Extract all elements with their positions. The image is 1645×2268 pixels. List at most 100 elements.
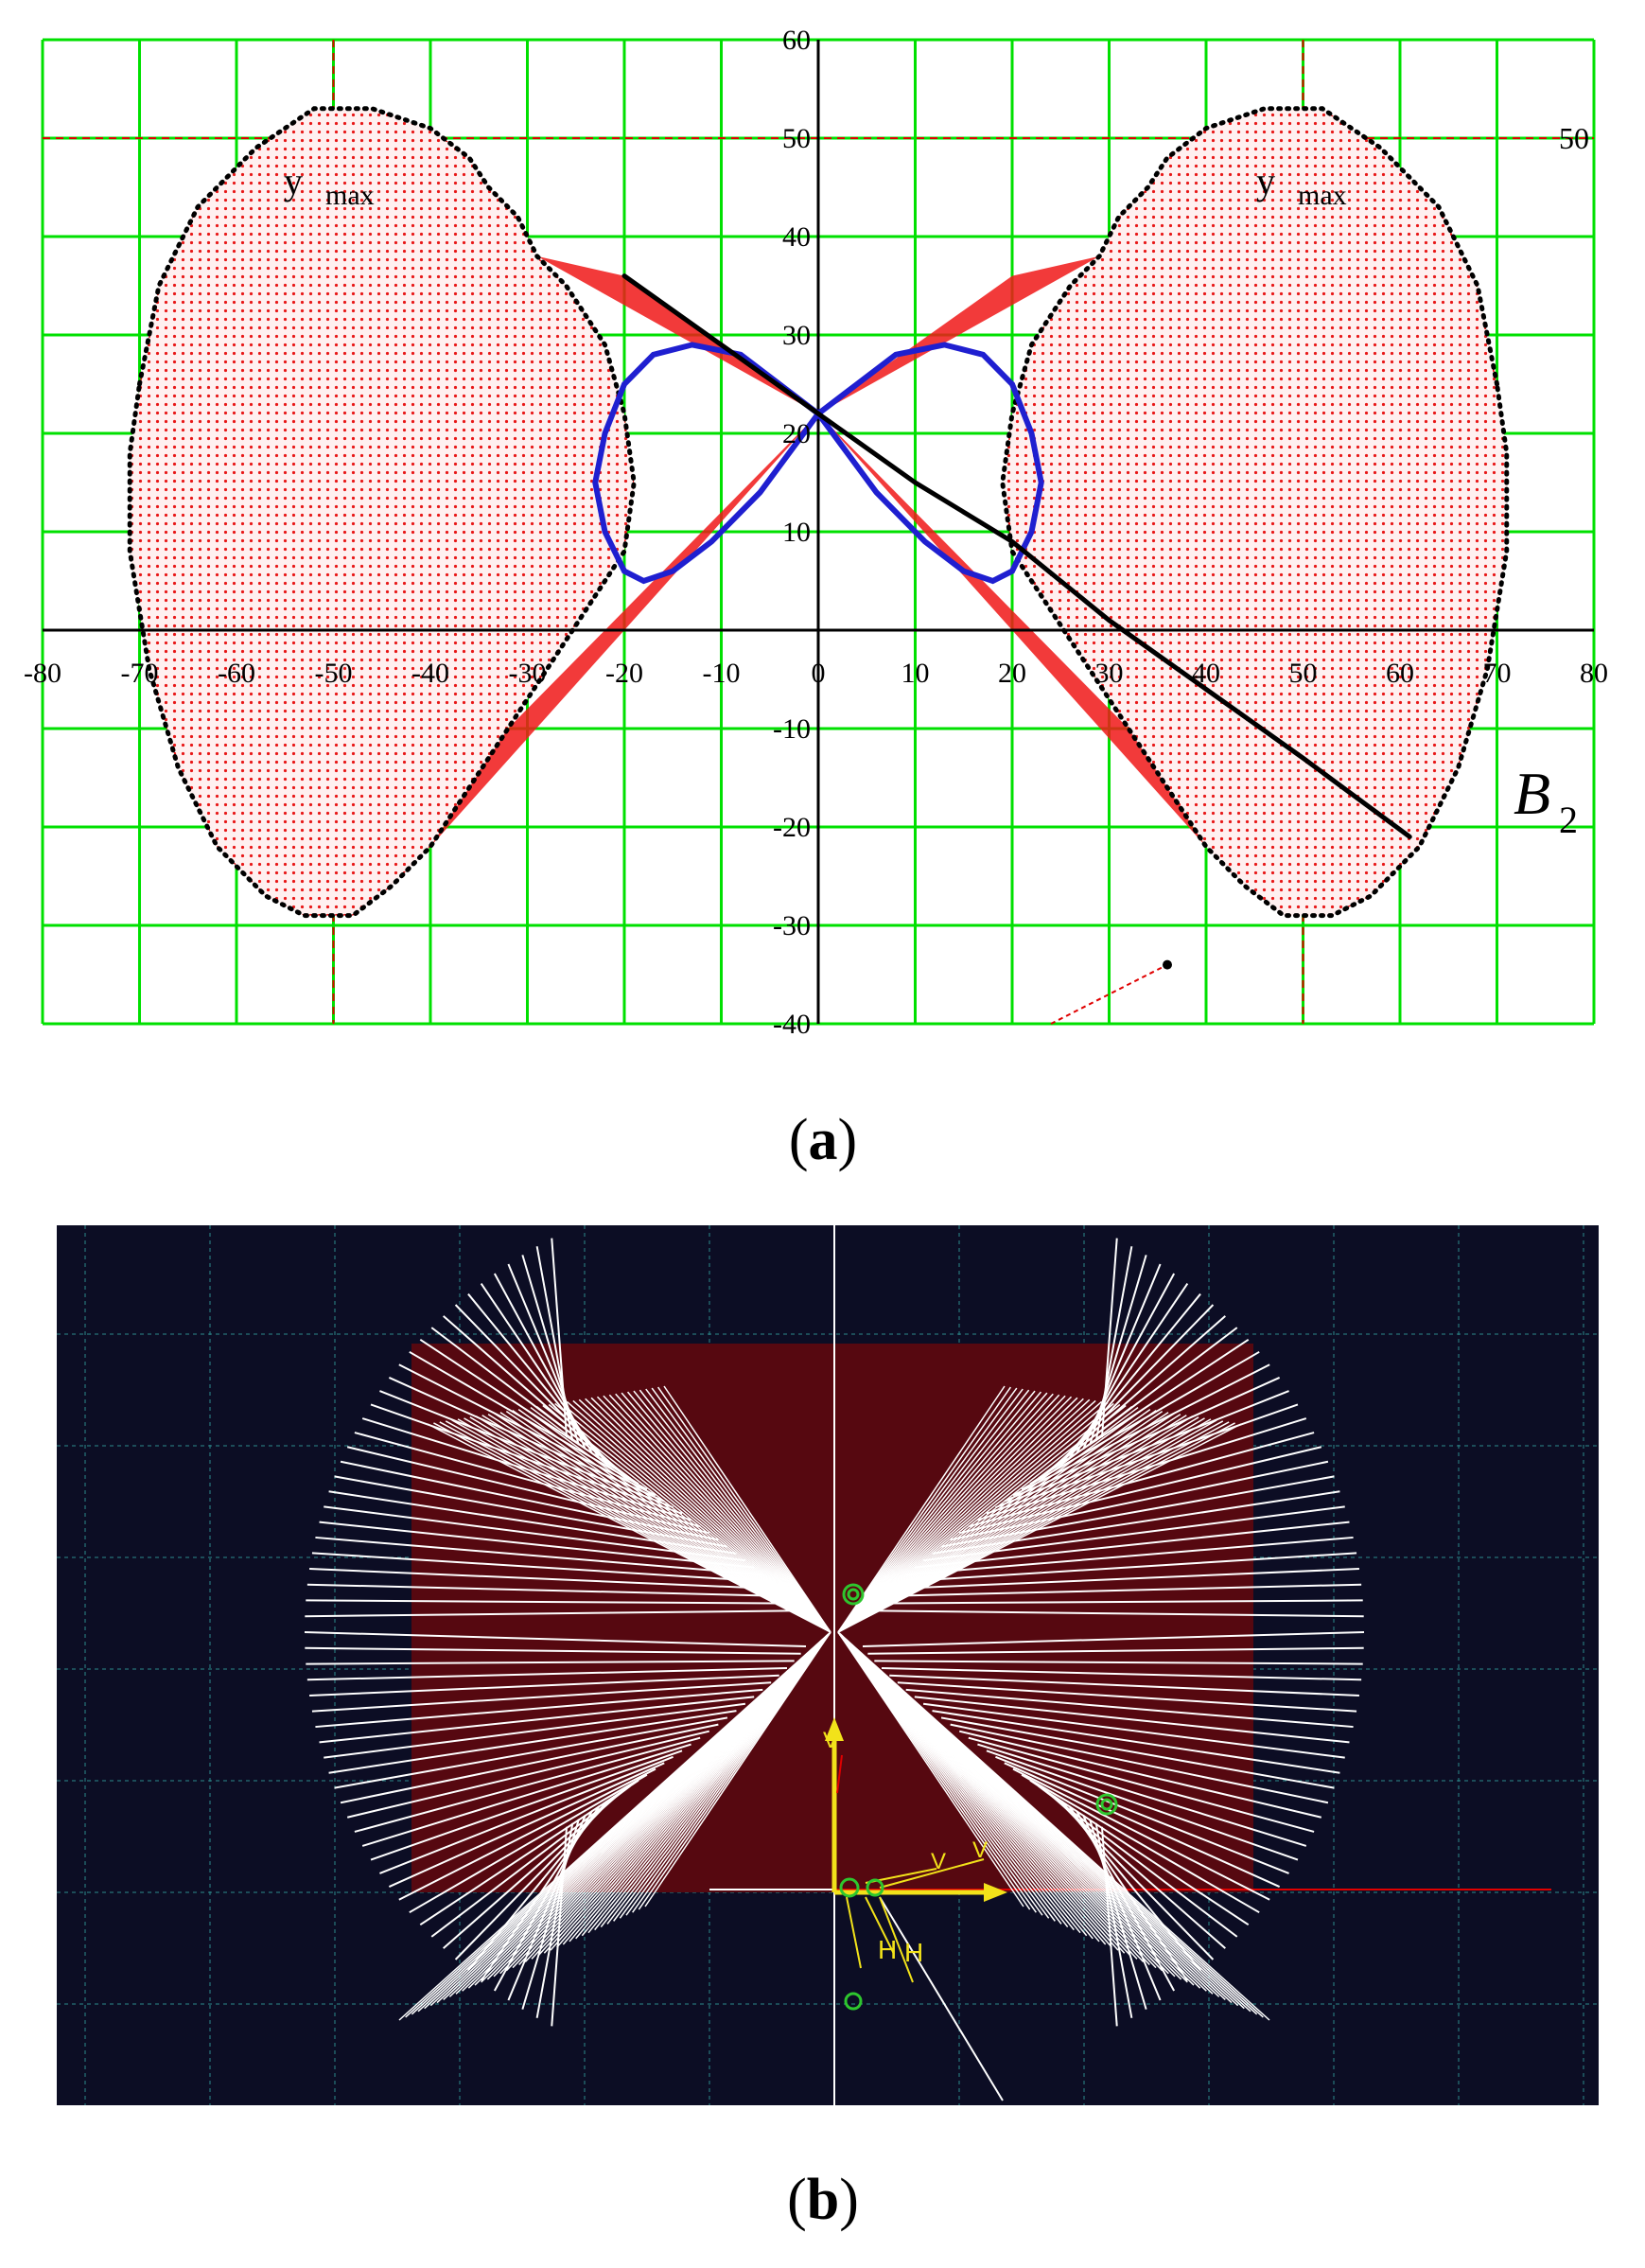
y-tick-label: -30	[773, 910, 811, 941]
link-ray	[1076, 1273, 1176, 1454]
link-ray	[977, 1743, 1307, 1847]
link-ray	[319, 1696, 755, 1744]
link-ray	[309, 1568, 779, 1591]
inner-ray	[837, 1407, 1145, 1633]
link-ray	[361, 1743, 691, 1847]
link-ray	[398, 1767, 656, 1901]
x-tick-label: 40	[1192, 658, 1220, 689]
x-tick-label: -20	[605, 658, 643, 689]
inner-ray	[548, 1403, 831, 1633]
inner-ray	[554, 1402, 831, 1633]
link-ray	[1100, 1826, 1118, 2027]
inner-ray	[837, 1403, 1121, 1633]
y-tick-label: 20	[782, 418, 811, 449]
x-tick-label: -60	[218, 658, 255, 689]
series-line-1	[1000, 106, 1510, 919]
caption-b-letter: b	[806, 2168, 840, 2232]
x-tick-label: 50	[1289, 658, 1318, 689]
link-ray	[346, 1730, 709, 1819]
workspace-fill-right	[1002, 108, 1507, 916]
link-ray	[370, 1749, 683, 1861]
link-ray	[521, 1255, 580, 1446]
link-ray	[388, 1762, 665, 1888]
link-ray	[324, 1702, 746, 1759]
link-ray	[311, 1681, 772, 1713]
curve-label-b2: B 2	[1514, 760, 1578, 841]
link-ray	[334, 1716, 728, 1789]
data-series	[127, 106, 1510, 970]
inner-ray	[578, 1398, 831, 1633]
inner-ray	[663, 1385, 831, 1633]
link-ray	[1089, 1255, 1147, 1446]
inner-ray	[837, 1395, 1066, 1633]
link-ray	[535, 1246, 574, 1442]
inner-ray	[639, 1389, 831, 1633]
link-ray	[1053, 1795, 1215, 1960]
inner-ray	[530, 1406, 831, 1633]
link-ray	[986, 1749, 1299, 1861]
inner-ray	[837, 1392, 1048, 1633]
svg-text:V: V	[972, 1837, 988, 1863]
link-ray	[319, 1521, 755, 1569]
y-tick-label: 50	[782, 123, 811, 154]
inner-ray	[633, 1390, 831, 1633]
panel-b-cad-view: V V V H H	[57, 1225, 1599, 2105]
link-ray	[897, 1681, 1357, 1713]
inner-ray	[837, 1387, 1018, 1633]
svg-text:V: V	[931, 1849, 946, 1874]
link-ray	[1100, 1238, 1118, 1438]
inner-ray	[398, 1631, 831, 2021]
link-ray	[340, 1723, 719, 1804]
x-tick-label: -30	[509, 658, 547, 689]
inner-ray	[837, 1397, 1078, 1633]
svg-text:H: H	[904, 1938, 923, 1967]
panel-a-chart: -80 -70 -60 -50 -40 -30 -20 -10 0 10 20 30 40 50 60 70 8…	[24, 25, 1608, 1040]
inner-ray	[837, 1631, 1270, 2021]
svg-text:y: y	[1256, 160, 1275, 202]
tick-labels: -80 -70 -60 -50 -40 -30 -20 -10 0 10 20 30 40 50 60 70 8…	[24, 25, 1608, 1040]
series-line-0	[127, 106, 637, 919]
link-ray	[419, 1779, 639, 1926]
link-ray	[354, 1736, 701, 1833]
x-tick-label: -40	[411, 658, 449, 689]
link-ray	[914, 1521, 1350, 1569]
inner-ray	[837, 1385, 1006, 1633]
inner-ray	[656, 1386, 831, 1633]
x-tick-label: -70	[121, 658, 159, 689]
link-ray	[409, 1773, 648, 1914]
x-tick-label: -10	[703, 658, 741, 689]
link-ray	[309, 1674, 779, 1697]
link-ray	[354, 1432, 701, 1528]
dashed-ray	[1050, 963, 1168, 1025]
link-position-fan	[304, 1238, 1365, 2027]
ref-value-label: 50	[1559, 121, 1589, 155]
link-ray	[1038, 1785, 1238, 1938]
link-ray	[340, 1460, 719, 1541]
y-tick-label: 40	[782, 221, 811, 253]
link-ray	[882, 1583, 1362, 1597]
link-ray	[968, 1432, 1315, 1528]
x-tick-label: 0	[812, 658, 826, 689]
link-ray	[867, 1646, 1364, 1655]
link-ray	[315, 1688, 763, 1729]
x-tick-label: 70	[1483, 658, 1512, 689]
y-tick-label: 30	[782, 320, 811, 351]
inner-ray	[626, 1391, 831, 1633]
link-ray	[882, 1667, 1362, 1681]
inner-ray	[837, 1388, 1024, 1633]
link-ray	[940, 1716, 1335, 1789]
svg-text:max: max	[1298, 180, 1347, 211]
inner-ray	[560, 1401, 831, 1633]
link-ray	[306, 1599, 795, 1605]
x-tick-label: 20	[998, 658, 1026, 689]
inner-ray	[837, 1404, 1127, 1633]
link-ray	[867, 1609, 1364, 1618]
y-tick-label: 10	[782, 517, 811, 548]
inner-ray	[837, 1409, 1151, 1633]
link-ray	[315, 1536, 763, 1576]
link-ray	[305, 1646, 801, 1655]
inner-ray	[837, 1386, 1012, 1633]
link-ray	[862, 1631, 1365, 1647]
link-ray	[959, 1730, 1322, 1819]
link-ray	[968, 1736, 1315, 1833]
